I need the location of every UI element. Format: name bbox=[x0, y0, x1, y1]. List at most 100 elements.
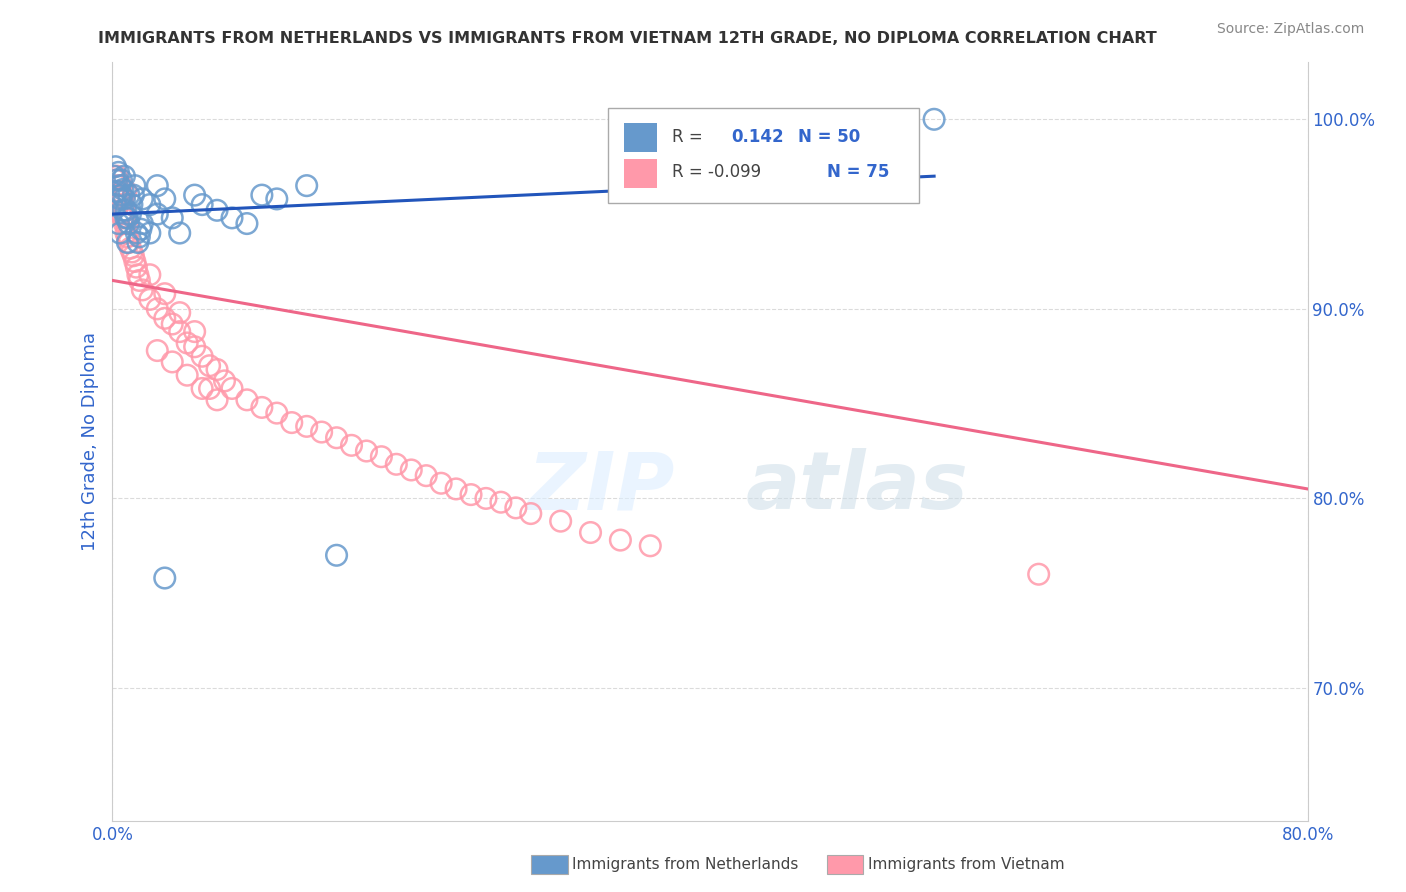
Point bbox=[114, 169, 135, 184]
Point bbox=[125, 260, 148, 275]
Point bbox=[105, 185, 128, 199]
Point bbox=[444, 482, 467, 496]
Text: ZIP: ZIP bbox=[527, 448, 675, 526]
Text: Immigrants from Netherlands: Immigrants from Netherlands bbox=[572, 857, 799, 871]
Point bbox=[114, 192, 135, 206]
Point bbox=[325, 431, 347, 445]
Point bbox=[198, 382, 221, 396]
Text: atlas: atlas bbox=[747, 448, 969, 526]
Point bbox=[111, 192, 134, 206]
Point bbox=[250, 188, 273, 202]
Point bbox=[128, 273, 150, 287]
Point bbox=[385, 458, 408, 472]
Point bbox=[120, 207, 142, 221]
Point bbox=[550, 514, 572, 528]
Point bbox=[146, 178, 169, 193]
Point bbox=[191, 349, 214, 363]
Point bbox=[370, 450, 392, 464]
Point bbox=[110, 188, 132, 202]
Point bbox=[311, 425, 333, 439]
Point bbox=[139, 268, 162, 282]
Point bbox=[183, 340, 205, 354]
Point bbox=[183, 325, 205, 339]
Point bbox=[105, 178, 128, 193]
Point bbox=[108, 185, 131, 199]
Point bbox=[104, 160, 127, 174]
Point bbox=[609, 533, 631, 547]
Point bbox=[115, 185, 138, 199]
Point bbox=[108, 192, 131, 206]
Point bbox=[325, 548, 347, 563]
Point bbox=[117, 211, 139, 225]
Point bbox=[146, 343, 169, 358]
Point bbox=[640, 539, 662, 553]
Point bbox=[221, 211, 243, 225]
Point bbox=[121, 244, 143, 259]
Point bbox=[1028, 567, 1050, 582]
Point bbox=[153, 571, 176, 585]
FancyBboxPatch shape bbox=[609, 108, 920, 202]
Text: Source: ZipAtlas.com: Source: ZipAtlas.com bbox=[1216, 22, 1364, 37]
Point bbox=[107, 197, 129, 211]
Point bbox=[198, 359, 221, 373]
Point bbox=[205, 392, 228, 407]
Point bbox=[460, 487, 482, 501]
Point bbox=[430, 476, 453, 491]
Point bbox=[266, 406, 288, 420]
Point bbox=[118, 235, 141, 250]
Y-axis label: 12th Grade, No Diploma: 12th Grade, No Diploma bbox=[80, 332, 98, 551]
Text: N = 50: N = 50 bbox=[799, 128, 860, 145]
Text: N = 75: N = 75 bbox=[827, 163, 890, 181]
Bar bbox=[624, 123, 658, 152]
Point bbox=[114, 203, 135, 218]
Point bbox=[153, 311, 176, 326]
Point bbox=[110, 173, 132, 187]
Point bbox=[114, 217, 135, 231]
Point bbox=[250, 401, 273, 415]
Point bbox=[115, 226, 138, 240]
Point bbox=[118, 188, 141, 202]
Point bbox=[153, 286, 176, 301]
Point bbox=[356, 444, 378, 458]
Point bbox=[117, 235, 139, 250]
Point bbox=[236, 392, 259, 407]
Point bbox=[120, 241, 142, 255]
Point bbox=[146, 207, 169, 221]
Point bbox=[111, 203, 134, 218]
Point bbox=[505, 500, 527, 515]
Point bbox=[221, 382, 243, 396]
Point bbox=[131, 192, 153, 206]
Text: R = -0.099: R = -0.099 bbox=[672, 163, 761, 181]
Point bbox=[104, 197, 127, 211]
Point bbox=[111, 182, 134, 196]
Point bbox=[122, 249, 145, 263]
Point bbox=[281, 416, 304, 430]
Point bbox=[205, 203, 228, 218]
Point bbox=[162, 317, 183, 331]
Point bbox=[131, 283, 153, 297]
Point bbox=[579, 525, 602, 540]
Point bbox=[415, 468, 437, 483]
Point bbox=[176, 336, 198, 351]
Point bbox=[214, 374, 236, 388]
Point bbox=[125, 226, 148, 240]
Point bbox=[266, 192, 288, 206]
Point bbox=[127, 235, 149, 250]
Point bbox=[169, 305, 191, 319]
Point bbox=[110, 207, 132, 221]
Point bbox=[295, 419, 318, 434]
Point bbox=[103, 188, 125, 202]
Point bbox=[236, 217, 259, 231]
Point bbox=[121, 197, 143, 211]
Point bbox=[108, 226, 131, 240]
Point bbox=[117, 217, 139, 231]
Point bbox=[191, 382, 214, 396]
Point bbox=[475, 491, 498, 506]
Text: Immigrants from Vietnam: Immigrants from Vietnam bbox=[868, 857, 1064, 871]
Point bbox=[128, 230, 150, 244]
Point bbox=[104, 192, 127, 206]
Point bbox=[118, 217, 141, 231]
Text: 0.142: 0.142 bbox=[731, 128, 785, 145]
Point bbox=[205, 362, 228, 376]
Point bbox=[139, 226, 162, 240]
